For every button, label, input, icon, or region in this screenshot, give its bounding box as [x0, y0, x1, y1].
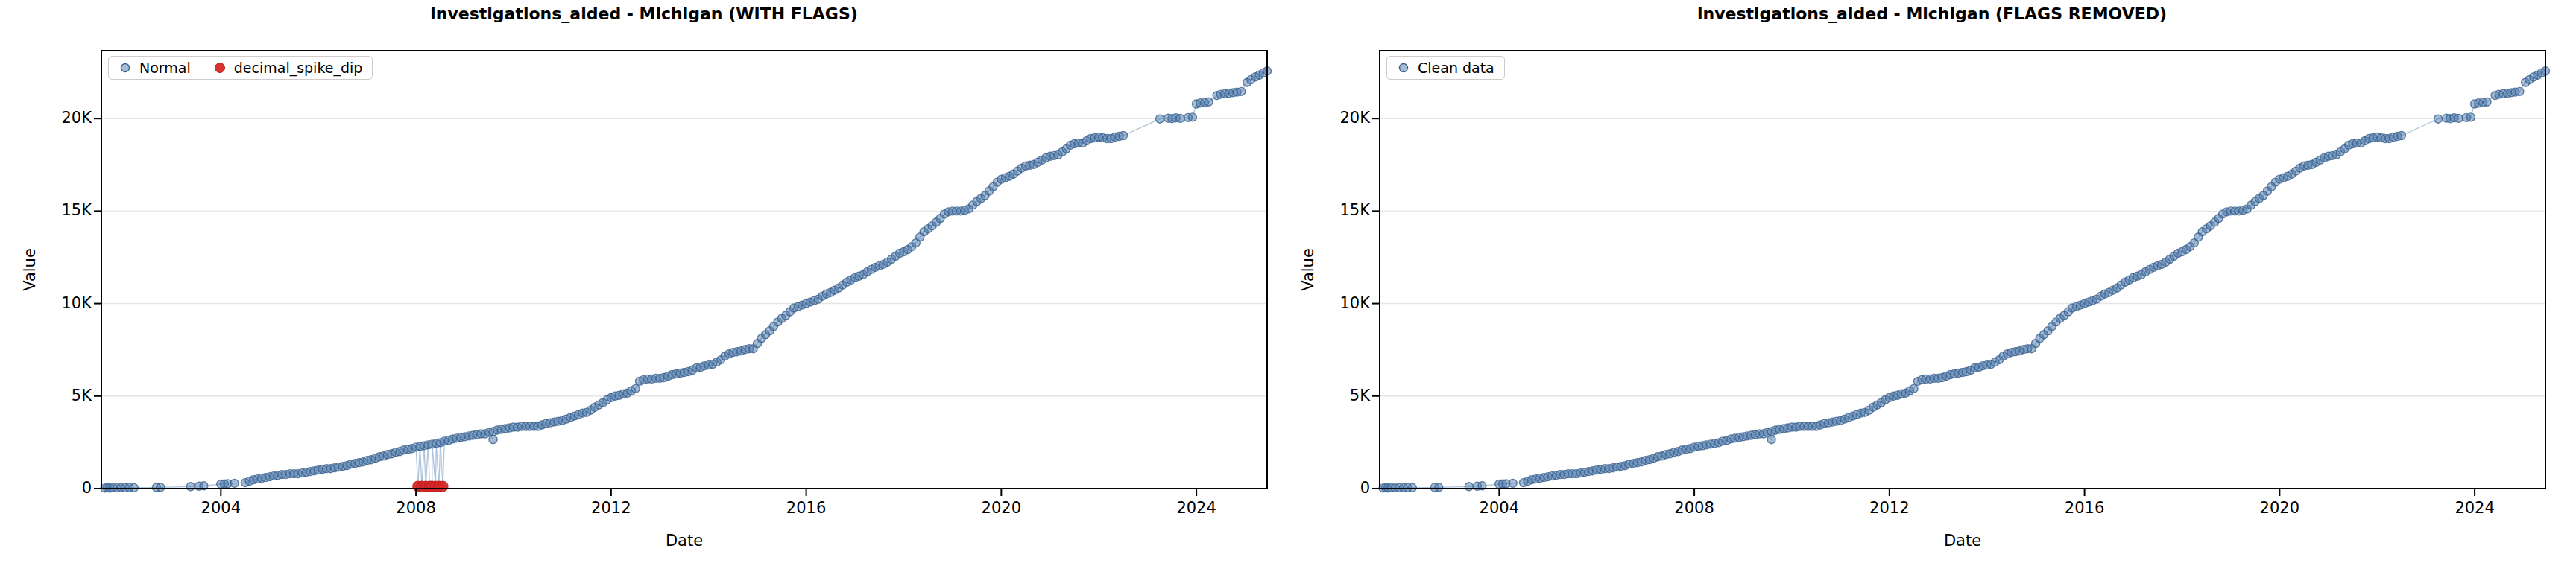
x-tick-label: 2024 — [2441, 499, 2508, 517]
series-connector-line — [105, 71, 1267, 488]
data-point-flagged — [438, 481, 448, 492]
data-point-normal — [2483, 98, 2491, 106]
data-point-normal — [1767, 436, 1775, 444]
y-tick-label: 0 — [1318, 479, 1370, 497]
figure-canvas: investigations_aided - Michigan (WITH FL… — [0, 0, 2576, 572]
data-point-normal — [230, 479, 239, 487]
data-point-normal — [1408, 483, 1416, 492]
y-tick-label: 0 — [40, 479, 92, 497]
y-axis-label: Value — [21, 248, 39, 291]
data-point-normal — [1465, 483, 1473, 491]
data-point-normal — [1156, 115, 1164, 123]
x-tick-label: 2016 — [2051, 499, 2118, 517]
x-tick-label: 2012 — [1856, 499, 1923, 517]
x-tick-label: 2012 — [578, 499, 645, 517]
data-point-normal — [2466, 113, 2475, 121]
x-tick-label: 2020 — [2246, 499, 2313, 517]
normal-marker-icon — [1397, 61, 1410, 74]
x-tick-label: 2016 — [773, 499, 840, 517]
data-point-normal — [1509, 479, 1517, 487]
plot-area-with-flags — [0, 0, 1288, 572]
data-point-normal — [1205, 98, 1213, 106]
x-tick-label: 2004 — [1465, 499, 1532, 517]
series-connector-line — [1383, 71, 2545, 488]
data-point-normal — [2397, 132, 2405, 140]
data-point-normal — [130, 483, 138, 492]
chart-title-flags-removed: investigations_aided - Michigan (FLAGS R… — [1288, 4, 2576, 23]
y-tick-label: 15K — [1318, 201, 1370, 219]
plot-border — [101, 51, 1267, 489]
data-point-normal — [1910, 384, 1918, 393]
x-axis-label: Date — [1888, 532, 2037, 550]
normal-marker-icon — [119, 61, 132, 74]
chart-panel-flags-removed: investigations_aided - Michigan (FLAGS R… — [1288, 0, 2576, 572]
x-tick-label: 2004 — [187, 499, 254, 517]
chart-title-with-flags: investigations_aided - Michigan (WITH FL… — [0, 4, 1288, 23]
legend-label: Clean data — [1418, 60, 1494, 76]
data-point-normal — [2516, 87, 2524, 95]
legend-item: Clean data — [1397, 60, 1494, 76]
x-tick-label: 2008 — [1661, 499, 1728, 517]
flagged-marker-icon — [213, 61, 227, 74]
data-point-normal — [489, 436, 497, 444]
data-point-normal — [1119, 132, 1127, 140]
data-point-normal — [1188, 113, 1196, 121]
legend-item: Normal — [119, 60, 191, 76]
plot-border — [1380, 51, 2545, 489]
legend-item: decimal_spike_dip — [213, 60, 363, 76]
data-point-normal — [631, 384, 640, 393]
x-axis-label: Date — [610, 532, 759, 550]
data-point-normal — [2455, 114, 2463, 122]
data-point-normal — [2434, 115, 2443, 123]
data-point-normal — [1176, 114, 1184, 122]
legend-label: Normal — [139, 60, 191, 76]
data-point-normal — [1237, 87, 1246, 95]
y-tick-label: 20K — [40, 109, 92, 127]
y-tick-label: 5K — [40, 387, 92, 404]
data-point-normal — [1435, 483, 1443, 492]
chart-panel-with-flags: investigations_aided - Michigan (WITH FL… — [0, 0, 1288, 572]
legend-with-flags: Normal decimal_spike_dip — [108, 56, 373, 80]
legend-label: decimal_spike_dip — [234, 60, 363, 76]
y-tick-label: 10K — [1318, 294, 1370, 312]
y-tick-label: 15K — [40, 201, 92, 219]
x-tick-label: 2024 — [1163, 499, 1230, 517]
legend-flags-removed: Clean data — [1386, 56, 1505, 80]
y-tick-label: 5K — [1318, 387, 1370, 404]
x-tick-label: 2020 — [967, 499, 1035, 517]
data-point-normal — [186, 483, 195, 491]
data-point-normal — [157, 483, 165, 492]
y-tick-label: 10K — [40, 294, 92, 312]
y-axis-label: Value — [1299, 248, 1317, 291]
y-tick-label: 20K — [1318, 109, 1370, 127]
x-tick-label: 2008 — [382, 499, 449, 517]
plot-area-flags-removed — [1288, 0, 2576, 572]
